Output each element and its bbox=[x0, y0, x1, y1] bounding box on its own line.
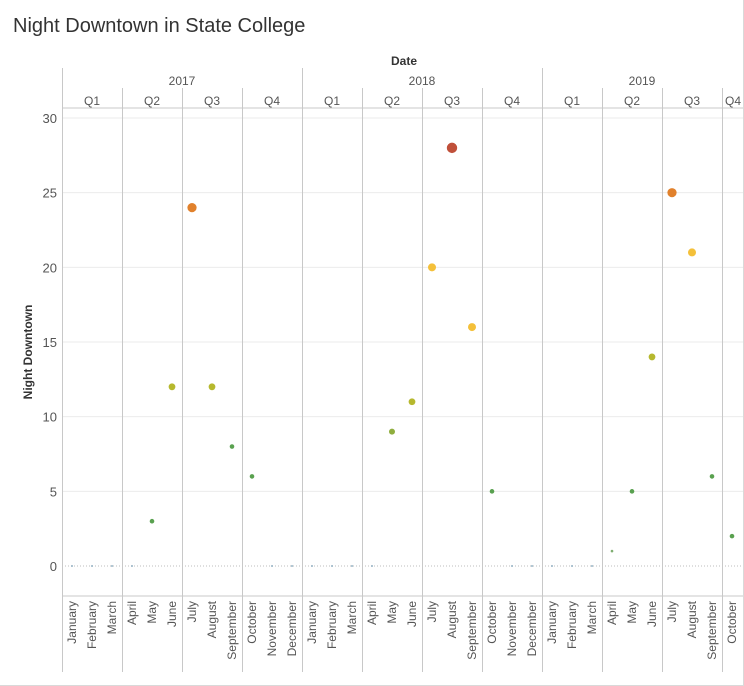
x-quarter-label: Q3 bbox=[684, 94, 700, 108]
x-month-label: November bbox=[505, 601, 519, 656]
x-quarter-label: Q1 bbox=[324, 94, 340, 108]
x-quarter-label: Q2 bbox=[384, 94, 400, 108]
x-month-label: March bbox=[585, 601, 599, 634]
x-month-label: September bbox=[465, 601, 479, 660]
x-month-label: January bbox=[545, 601, 559, 644]
x-header-label: Date bbox=[391, 54, 417, 68]
y-tick-label: 0 bbox=[50, 559, 57, 574]
data-point bbox=[468, 323, 476, 332]
x-year-label: 2019 bbox=[629, 74, 656, 88]
data-point bbox=[187, 203, 197, 213]
y-tick-label: 15 bbox=[43, 335, 57, 350]
x-month-label: September bbox=[705, 601, 719, 660]
data-point bbox=[208, 383, 216, 391]
x-month-label: May bbox=[385, 601, 399, 624]
x-month-label: October bbox=[485, 601, 499, 644]
data-point bbox=[91, 565, 93, 567]
x-month-label: June bbox=[405, 601, 419, 627]
data-point bbox=[551, 565, 553, 567]
chart-title: Night Downtown in State College bbox=[13, 15, 306, 37]
data-point bbox=[709, 474, 715, 479]
x-month-label: May bbox=[625, 601, 639, 624]
data-point bbox=[729, 533, 735, 539]
data-point bbox=[111, 565, 113, 567]
x-month-label: April bbox=[125, 601, 139, 625]
x-month-label: February bbox=[85, 601, 99, 649]
data-point bbox=[571, 565, 573, 567]
x-quarter-label: Q2 bbox=[144, 94, 160, 108]
x-quarter-label: Q1 bbox=[564, 94, 580, 108]
x-month-label: June bbox=[645, 601, 659, 627]
data-point bbox=[389, 428, 395, 435]
x-month-label: December bbox=[525, 601, 539, 656]
data-point bbox=[428, 263, 436, 272]
data-point bbox=[229, 444, 235, 449]
x-month-label: January bbox=[305, 601, 319, 644]
data-point bbox=[311, 565, 313, 567]
x-month-label: September bbox=[225, 601, 239, 660]
x-year-label: 2018 bbox=[409, 74, 436, 88]
x-month-label: March bbox=[345, 601, 359, 634]
data-point bbox=[648, 353, 656, 361]
y-axis-label: Night Downtown bbox=[21, 305, 35, 400]
data-point bbox=[149, 518, 155, 524]
x-quarter-label: Q4 bbox=[725, 94, 741, 108]
data-point bbox=[271, 565, 273, 567]
data-point bbox=[408, 398, 416, 406]
x-quarter-label: Q4 bbox=[264, 94, 280, 108]
x-month-label: April bbox=[365, 601, 379, 625]
x-quarter-label: Q2 bbox=[624, 94, 640, 108]
y-tick-label: 30 bbox=[43, 111, 57, 126]
x-quarter-label: Q4 bbox=[504, 94, 520, 108]
data-point bbox=[71, 565, 73, 567]
data-point bbox=[168, 383, 176, 391]
data-point bbox=[131, 565, 133, 567]
x-month-label: May bbox=[145, 601, 159, 624]
x-month-label: November bbox=[265, 601, 279, 656]
x-month-label: October bbox=[245, 601, 259, 644]
x-month-label: August bbox=[685, 600, 699, 638]
x-quarter-label: Q3 bbox=[444, 94, 460, 108]
data-point bbox=[291, 565, 293, 567]
x-month-label: December bbox=[285, 601, 299, 656]
x-month-label: August bbox=[445, 600, 459, 638]
y-tick-label: 5 bbox=[50, 484, 57, 499]
x-month-label: July bbox=[665, 601, 679, 622]
y-tick-label: 10 bbox=[43, 410, 57, 425]
data-point bbox=[446, 142, 458, 154]
y-tick-label: 20 bbox=[43, 260, 57, 275]
data-point bbox=[511, 565, 513, 567]
x-month-label: April bbox=[605, 601, 619, 625]
x-month-label: February bbox=[565, 601, 579, 649]
x-month-label: June bbox=[165, 601, 179, 627]
data-point bbox=[667, 188, 677, 198]
data-point bbox=[531, 565, 533, 567]
data-point bbox=[591, 565, 593, 567]
data-point bbox=[331, 565, 333, 567]
data-point bbox=[610, 549, 614, 553]
x-quarter-label: Q1 bbox=[84, 94, 100, 108]
x-month-label: August bbox=[205, 600, 219, 638]
data-point bbox=[371, 565, 373, 567]
x-month-label: January bbox=[65, 601, 79, 644]
y-tick-label: 25 bbox=[43, 186, 57, 201]
x-month-label: October bbox=[725, 601, 739, 644]
x-month-label: March bbox=[105, 601, 119, 634]
x-month-label: July bbox=[185, 601, 199, 622]
x-quarter-label: Q3 bbox=[204, 94, 220, 108]
data-point bbox=[249, 474, 255, 479]
data-point bbox=[688, 248, 696, 257]
data-point bbox=[351, 565, 353, 567]
x-month-label: February bbox=[325, 601, 339, 649]
x-year-label: 2017 bbox=[169, 74, 196, 88]
x-month-label: July bbox=[425, 601, 439, 622]
data-point bbox=[629, 489, 635, 494]
data-point bbox=[489, 489, 495, 494]
